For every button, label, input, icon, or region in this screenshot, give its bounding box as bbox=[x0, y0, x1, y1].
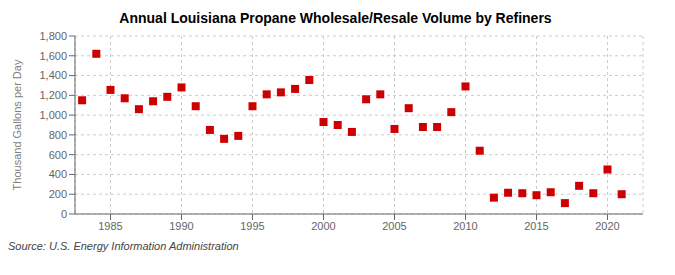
svg-text:1985: 1985 bbox=[98, 220, 122, 232]
svg-text:200: 200 bbox=[49, 188, 67, 200]
svg-text:2000: 2000 bbox=[311, 220, 335, 232]
html-text:Annual Louisiana Propane Whole: Annual Louisiana Propane Wholesale/Resal… bbox=[119, 10, 552, 26]
svg-text:Thousand Gallons per Day: Thousand Gallons per Day bbox=[11, 59, 23, 190]
svg-text:400: 400 bbox=[49, 168, 67, 180]
svg-text:1995: 1995 bbox=[240, 220, 264, 232]
svg-text:2015: 2015 bbox=[524, 220, 548, 232]
svg-text:1,000: 1,000 bbox=[39, 109, 67, 121]
svg-text:1,800: 1,800 bbox=[39, 30, 67, 42]
svg-text:2005: 2005 bbox=[382, 220, 406, 232]
svg-text:1990: 1990 bbox=[169, 220, 193, 232]
svg-text:0: 0 bbox=[61, 208, 67, 220]
svg-text:2010: 2010 bbox=[453, 220, 477, 232]
svg-text:2020: 2020 bbox=[595, 220, 619, 232]
svg-text:1,400: 1,400 bbox=[39, 69, 67, 81]
svg-text:1,600: 1,600 bbox=[39, 50, 67, 62]
svg-text:600: 600 bbox=[49, 149, 67, 161]
svg-text:1,200: 1,200 bbox=[39, 89, 67, 101]
html-text:Source: U.S. Energy Informatio: Source: U.S. Energy Information Administ… bbox=[8, 240, 239, 252]
svg-text:800: 800 bbox=[49, 129, 67, 141]
